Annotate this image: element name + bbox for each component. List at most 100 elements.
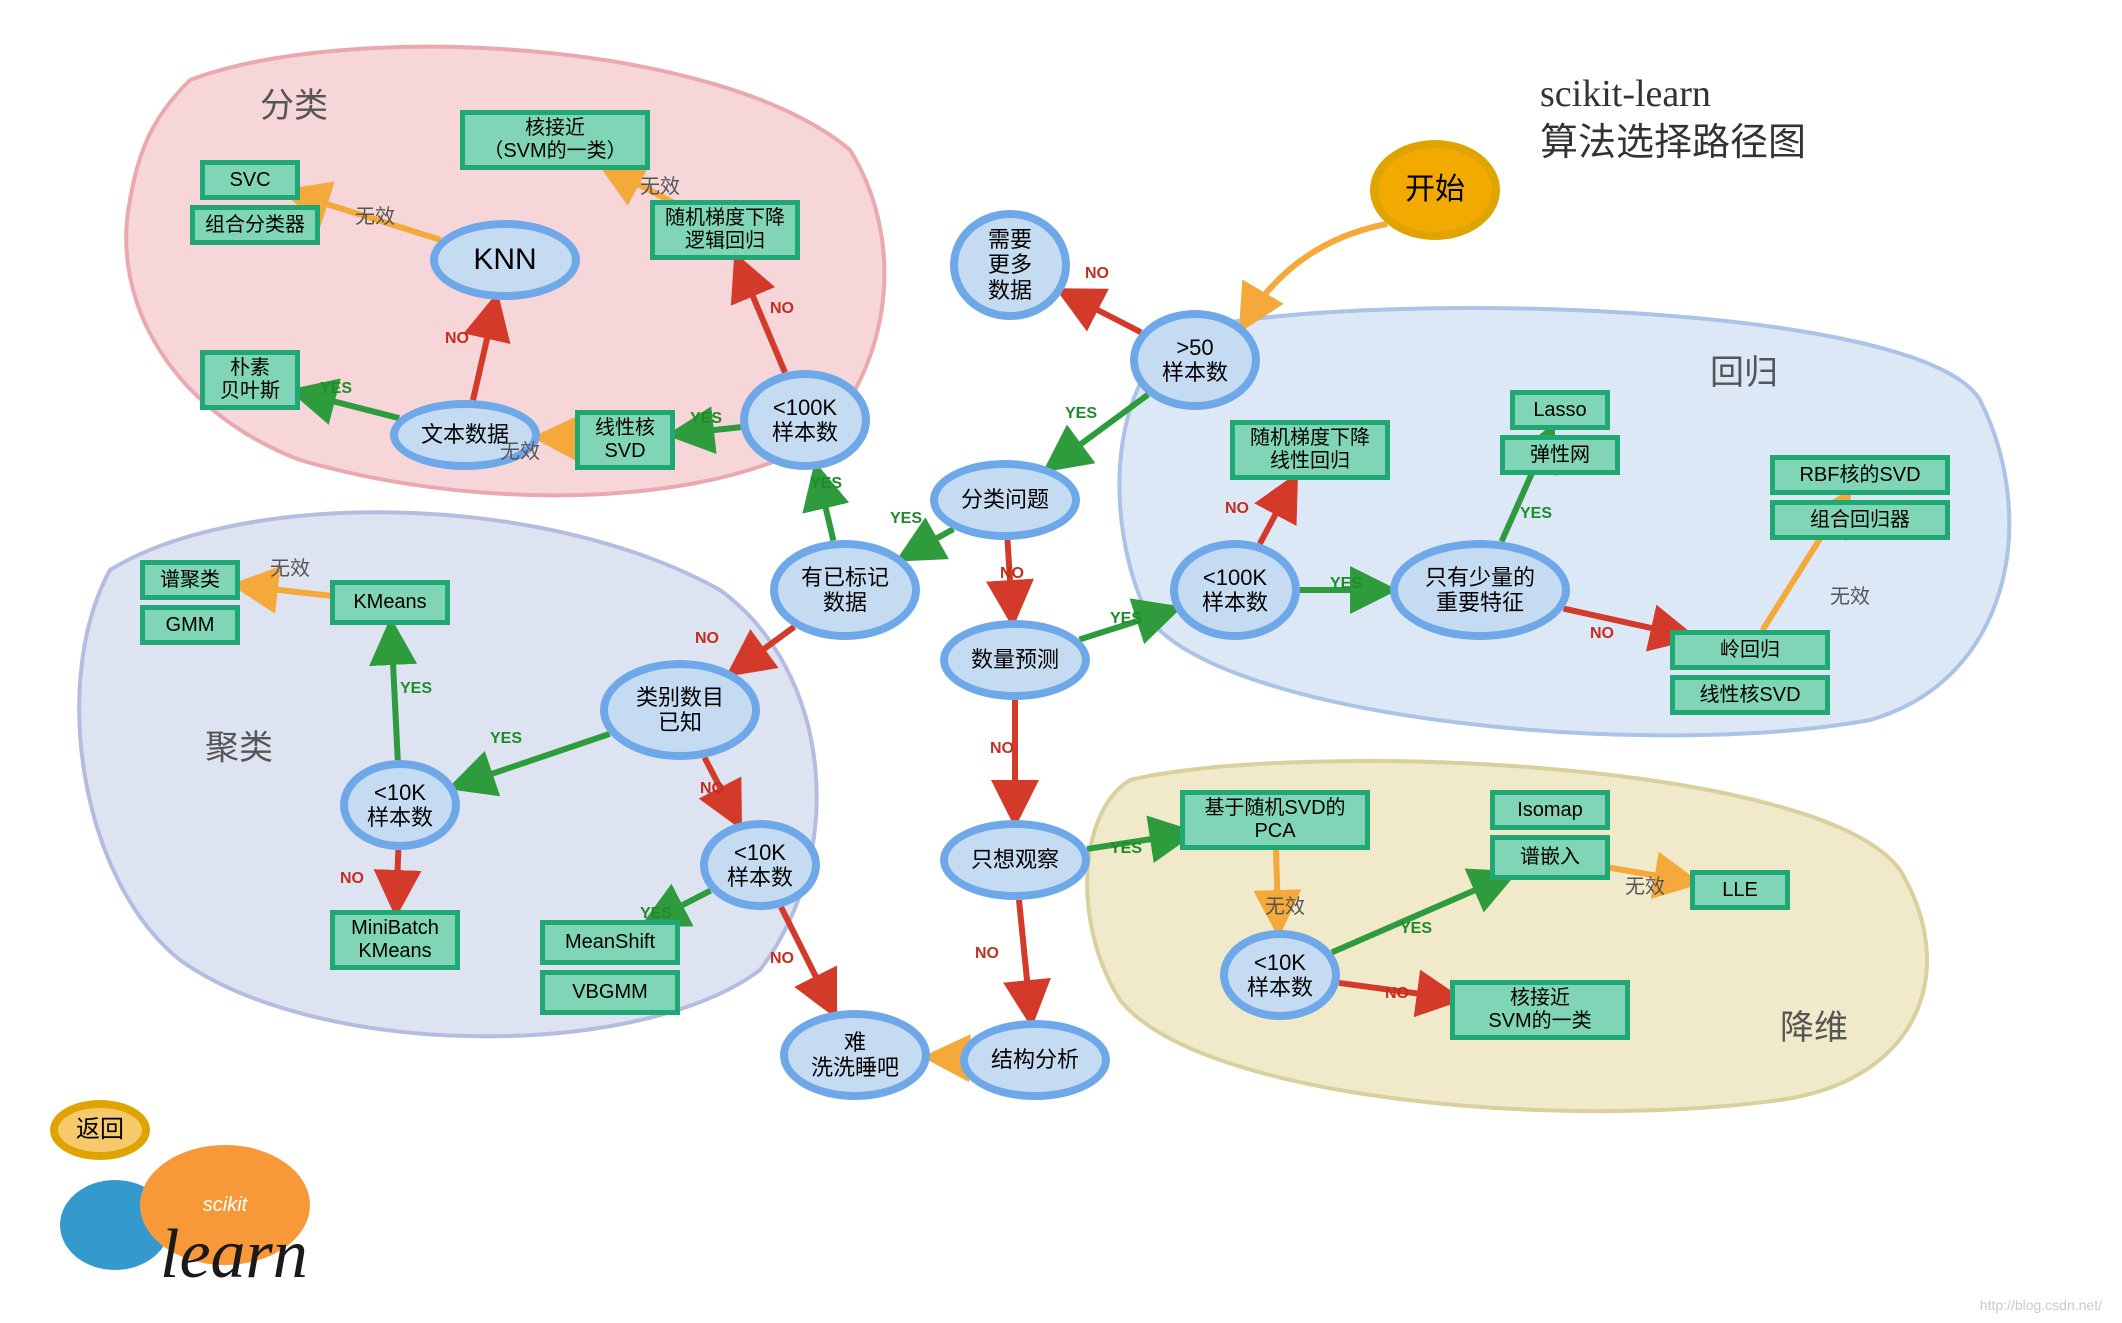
title-line2: 算法选择路径图	[1540, 119, 1806, 168]
edge-textdata-knn	[473, 300, 496, 400]
edge-label-catknown-lt10k_cl2: NO	[700, 780, 724, 798]
node-qtypred: 数量预测	[940, 620, 1090, 700]
edge-label-knn-svc: 无效	[355, 200, 395, 229]
algo-ridge: 岭回归	[1670, 630, 1830, 670]
node-lt10k_cl2: <10K 样本数	[700, 820, 820, 910]
edge-linsvd-textdata	[540, 437, 575, 438]
edge-label-classq-qtypred: NO	[1000, 565, 1024, 583]
edge-label-lt10k_cl1-kmeans: YES	[400, 680, 432, 698]
algo-pca: 基于随机SVD的 PCA	[1180, 790, 1370, 850]
algo-kmeans: KMeans	[330, 580, 450, 625]
edge-label-fewfeat-ridge: NO	[1590, 625, 1614, 643]
edge-label-lt100k_r-fewfeat: YES	[1330, 575, 1362, 593]
algo-spectral: 谱聚类	[140, 560, 240, 600]
algo-isomap: Isomap	[1490, 790, 1610, 830]
algo-specemb: 谱嵌入	[1490, 835, 1610, 880]
algo-sgdlinreg: 随机梯度下降 线性回归	[1230, 420, 1390, 480]
edge-label-qtypred-lt100k_r: YES	[1110, 610, 1142, 628]
edge-label-pca-lt10k_d: 无效	[1265, 890, 1305, 919]
edge-label-gt50-moredata: NO	[1085, 265, 1109, 283]
edge-classq-labeled	[902, 529, 953, 558]
node-lt100k_r: <100K 样本数	[1170, 540, 1300, 640]
edge-label-justlook-pca: YES	[1110, 840, 1142, 858]
edge-label-lt10k_cl1-mbkmeans: NO	[340, 870, 364, 888]
algo-meanshift: MeanShift	[540, 920, 680, 965]
edge-label-ridge-rbfsvd: 无效	[1830, 580, 1870, 609]
algo-lle: LLE	[1690, 870, 1790, 910]
node-classq: 分类问题	[930, 460, 1080, 540]
node-hard: 难 洗洗睡吧	[780, 1010, 930, 1100]
edge-label-kmeans-spectral: 无效	[270, 552, 310, 581]
edge-label-fewfeat-lasso: YES	[1520, 505, 1552, 523]
edge-label-gt50-classq: YES	[1065, 405, 1097, 423]
edge-label-labeled-lt100k_c: YES	[810, 475, 842, 493]
logo-learn-text: learn	[160, 1215, 308, 1295]
algo-nb: 朴素 贝叶斯	[200, 350, 300, 410]
edge-labeled-catknown	[732, 627, 794, 672]
node-struct: 结构分析	[960, 1020, 1110, 1100]
edge-kmeans-spectral	[238, 585, 332, 596]
edge-struct-hard	[930, 1057, 960, 1058]
algo-kernelapprox: 核接近 （SVM的一类）	[460, 110, 650, 170]
algo-gmm: GMM	[140, 605, 240, 645]
algo-ensreg: 组合回归器	[1770, 500, 1950, 540]
edge-label-lt10k_d-specemb: YES	[1400, 920, 1432, 938]
edge-label-lt100k_r-sgdlinreg: NO	[1225, 500, 1249, 518]
algo-linsvd: 线性核 SVD	[575, 410, 675, 470]
edge-catknown-lt10k_cl1	[455, 734, 610, 787]
edge-lt10k_d-specemb	[1332, 875, 1511, 953]
algo-mbkmeans: MiniBatch KMeans	[330, 910, 460, 970]
region-label-dimred: 降维	[1780, 1000, 1848, 1049]
node-justlook: 只想观察	[940, 820, 1090, 900]
algo-vbgmm: VBGMM	[540, 970, 680, 1015]
edge-lt10k_cl1-kmeans	[391, 625, 398, 760]
edge-label-sgdlog-kernelapprox: 无效	[640, 170, 680, 199]
edge-lt100k_r-sgdlinreg	[1260, 479, 1294, 543]
edge-label-textdata-knn: NO	[445, 330, 469, 348]
edge-lt100k_c-linsvd	[674, 427, 741, 434]
edge-label-lt100k_c-sgdlog: NO	[770, 300, 794, 318]
node-catknown: 类别数目 已知	[600, 660, 760, 760]
algo-ensclf: 组合分类器	[190, 205, 320, 245]
node-labeled: 有已标记 数据	[770, 540, 920, 640]
edge-label-qtypred-justlook: NO	[990, 740, 1014, 758]
algo-lasso: Lasso	[1510, 390, 1610, 430]
node-lt10k_d: <10K 样本数	[1220, 930, 1340, 1020]
node-lt10k_cl1: <10K 样本数	[340, 760, 460, 850]
node-fewfeat: 只有少量的 重要特征	[1390, 540, 1570, 640]
edge-label-lt10k_cl2-meanshift: YES	[640, 905, 672, 923]
edge-lt10k_cl1-mbkmeans	[396, 850, 398, 910]
node-moredata: 需要 更多 数据	[950, 210, 1070, 320]
edge-label-labeled-catknown: NO	[695, 630, 719, 648]
algo-svc: SVC	[200, 160, 300, 200]
edge-label-specemb-lle: 无效	[1625, 870, 1665, 899]
algo-elastic: 弹性网	[1500, 435, 1620, 475]
edge-start-gt50	[1243, 224, 1387, 326]
diagram-title: scikit-learn 算法选择路径图	[1540, 70, 1806, 169]
edge-label-lt10k_d-kernapprox_d: NO	[1385, 985, 1409, 1003]
title-line1: scikit-learn	[1540, 70, 1806, 119]
region-label-clustering: 聚类	[205, 720, 273, 769]
algo-rbfsvd: RBF核的SVD	[1770, 455, 1950, 495]
node-gt50: >50 样本数	[1130, 310, 1260, 410]
edge-label-linsvd-textdata: 无效	[500, 435, 540, 464]
node-knn: KNN	[430, 220, 580, 300]
region-label-classification: 分类	[260, 78, 328, 127]
edge-label-justlook-struct: NO	[975, 945, 999, 963]
node-lt100k_c: <100K 样本数	[740, 370, 870, 470]
algo-kernapprox_d: 核接近 SVM的一类	[1450, 980, 1630, 1040]
edge-label-lt10k_cl2-hard: NO	[770, 950, 794, 968]
node-start: 开始	[1370, 140, 1500, 240]
edge-justlook-struct	[1019, 900, 1031, 1020]
edge-gt50-classq	[1049, 395, 1148, 468]
return-button[interactable]: 返回	[50, 1100, 150, 1160]
edge-label-textdata-nb: YES	[320, 380, 352, 398]
edge-label-classq-labeled: YES	[890, 510, 922, 528]
watermark: http://blog.csdn.net/	[1980, 1297, 2102, 1313]
edge-label-catknown-lt10k_cl1: YES	[490, 730, 522, 748]
algo-sgdlog: 随机梯度下降 逻辑回归	[650, 200, 800, 260]
edge-gt50-moredata	[1062, 292, 1141, 332]
edge-label-lt100k_c-linsvd: YES	[690, 410, 722, 428]
algo-linsvd_r: 线性核SVD	[1670, 675, 1830, 715]
region-label-regression: 回归	[1710, 345, 1778, 394]
